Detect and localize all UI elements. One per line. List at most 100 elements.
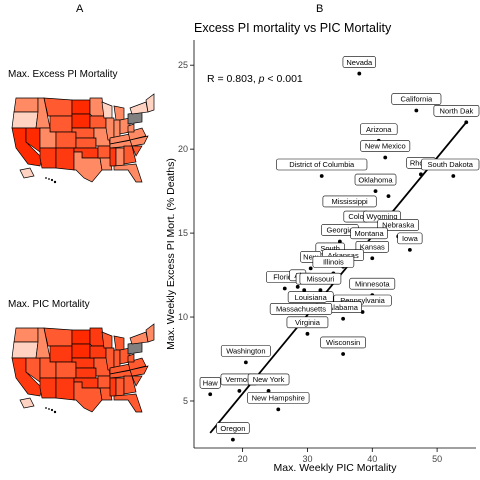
point-label: Florida (273, 273, 297, 282)
data-point (243, 360, 248, 365)
point-label: Louisiana (295, 293, 328, 302)
point-label: Kansas (360, 242, 385, 251)
point-label: New (303, 253, 319, 262)
point-label-box (360, 123, 398, 136)
point-label: Oregon (220, 424, 245, 433)
point-label-box (360, 140, 411, 152)
data-point (282, 286, 287, 291)
state-georgia (123, 145, 137, 165)
state-texas (73, 381, 103, 413)
point-label: Arkansas (327, 251, 359, 260)
point-label: Montana (354, 229, 384, 238)
point-label: New Hampshire (252, 394, 305, 403)
data-point (308, 266, 313, 271)
point-label-box (269, 303, 333, 315)
y-axis-label: Max. Weekly Excess PI Mort. (% Deaths) (165, 158, 177, 350)
state-arizona (39, 377, 57, 399)
correlation-annotation: R = 0.803, p < 0.001 (207, 73, 303, 85)
point-label-box (247, 392, 310, 404)
map-states (11, 323, 155, 413)
point-label: Haw (203, 378, 219, 387)
point-label: Missouri (306, 274, 334, 283)
point-label: Iowa (402, 234, 419, 243)
point-label-box (276, 158, 368, 171)
map-title-pic: Max. PIC Mortality (8, 299, 90, 310)
state-west-virginia (127, 353, 135, 363)
point-label-box (220, 345, 271, 357)
state-arizona (39, 147, 57, 169)
point-label-box (355, 240, 389, 253)
us-map-excess-pi (11, 93, 155, 184)
point-label: Nebraska (382, 221, 415, 230)
data-point (418, 172, 423, 177)
point-label: Alabama (328, 303, 358, 312)
point-label: New York (253, 375, 285, 384)
point-label: South Dakota (428, 160, 474, 169)
point-label-box (391, 93, 442, 105)
us-map-pic (11, 323, 155, 414)
x-tick-label: 30 (302, 454, 312, 464)
point-label: District of Columbia (289, 160, 355, 169)
state-louisiana (99, 387, 113, 401)
y-tick-label: 25 (178, 60, 188, 70)
point-label-box (349, 277, 396, 290)
state-new-england (145, 323, 155, 343)
state-south-carolina (131, 145, 143, 157)
data-point (305, 331, 310, 336)
point-label: Illinois (323, 258, 344, 267)
point-label: Wisconsin (326, 338, 360, 347)
point-label: Vermont (225, 375, 254, 384)
data-point (386, 194, 391, 199)
data-point (341, 316, 346, 321)
scatter-points: Nevada California North Dak Arizona New Mexi… (199, 56, 480, 442)
point-label: Nevada (346, 58, 373, 67)
y-tick-label: 10 (178, 312, 188, 322)
data-point (383, 155, 388, 160)
data-point (341, 352, 346, 356)
point-label: Wyoming (366, 212, 397, 221)
state-alaska (19, 397, 35, 409)
data-point (370, 256, 375, 261)
point-label: Mississippi (331, 197, 368, 206)
data-point (414, 108, 419, 113)
state-louisiana (99, 157, 113, 171)
x-tick-label: 20 (238, 454, 248, 464)
map-islands (45, 407, 57, 414)
data-point (230, 437, 235, 442)
point-label-box (342, 56, 376, 68)
data-point (357, 71, 362, 76)
state-south-carolina (131, 375, 143, 387)
panel-b-letter: B (316, 3, 324, 15)
point-label-box (377, 219, 420, 231)
axis-ticks: 20 30 40 50 5 10 15 20 25 (178, 60, 442, 464)
state-florida (113, 163, 143, 183)
point-label-box (199, 376, 221, 389)
point-label-box (216, 422, 250, 434)
point-label: Rhode (410, 159, 432, 168)
data-point (266, 389, 271, 393)
data-point (302, 288, 307, 293)
point-label: Washington (226, 347, 265, 356)
y-tick-label: 5 (183, 396, 188, 406)
chart-title: Excess PI mortality vs PIC Mortality (194, 21, 392, 35)
point-label-box (287, 291, 334, 303)
data-point (276, 407, 281, 412)
state-texas (73, 151, 103, 183)
point-label-box (286, 316, 329, 329)
data-point (337, 239, 342, 244)
point-label-box (433, 104, 480, 117)
point-label: Minnesota (355, 279, 390, 288)
data-point (319, 174, 324, 178)
y-tick-label: 20 (178, 144, 188, 154)
y-tick-label: 15 (178, 228, 188, 238)
point-label-box (247, 373, 290, 386)
point-label: Colo (348, 212, 363, 221)
data-point (208, 392, 213, 397)
map-islands (45, 177, 57, 184)
point-label: Oklahoma (358, 175, 393, 184)
panel-a-letter: A (76, 3, 84, 15)
x-tick-label: 50 (432, 454, 442, 464)
state-west-virginia (127, 123, 135, 133)
point-label-box (354, 173, 397, 186)
point-label: Georgia (327, 226, 355, 235)
